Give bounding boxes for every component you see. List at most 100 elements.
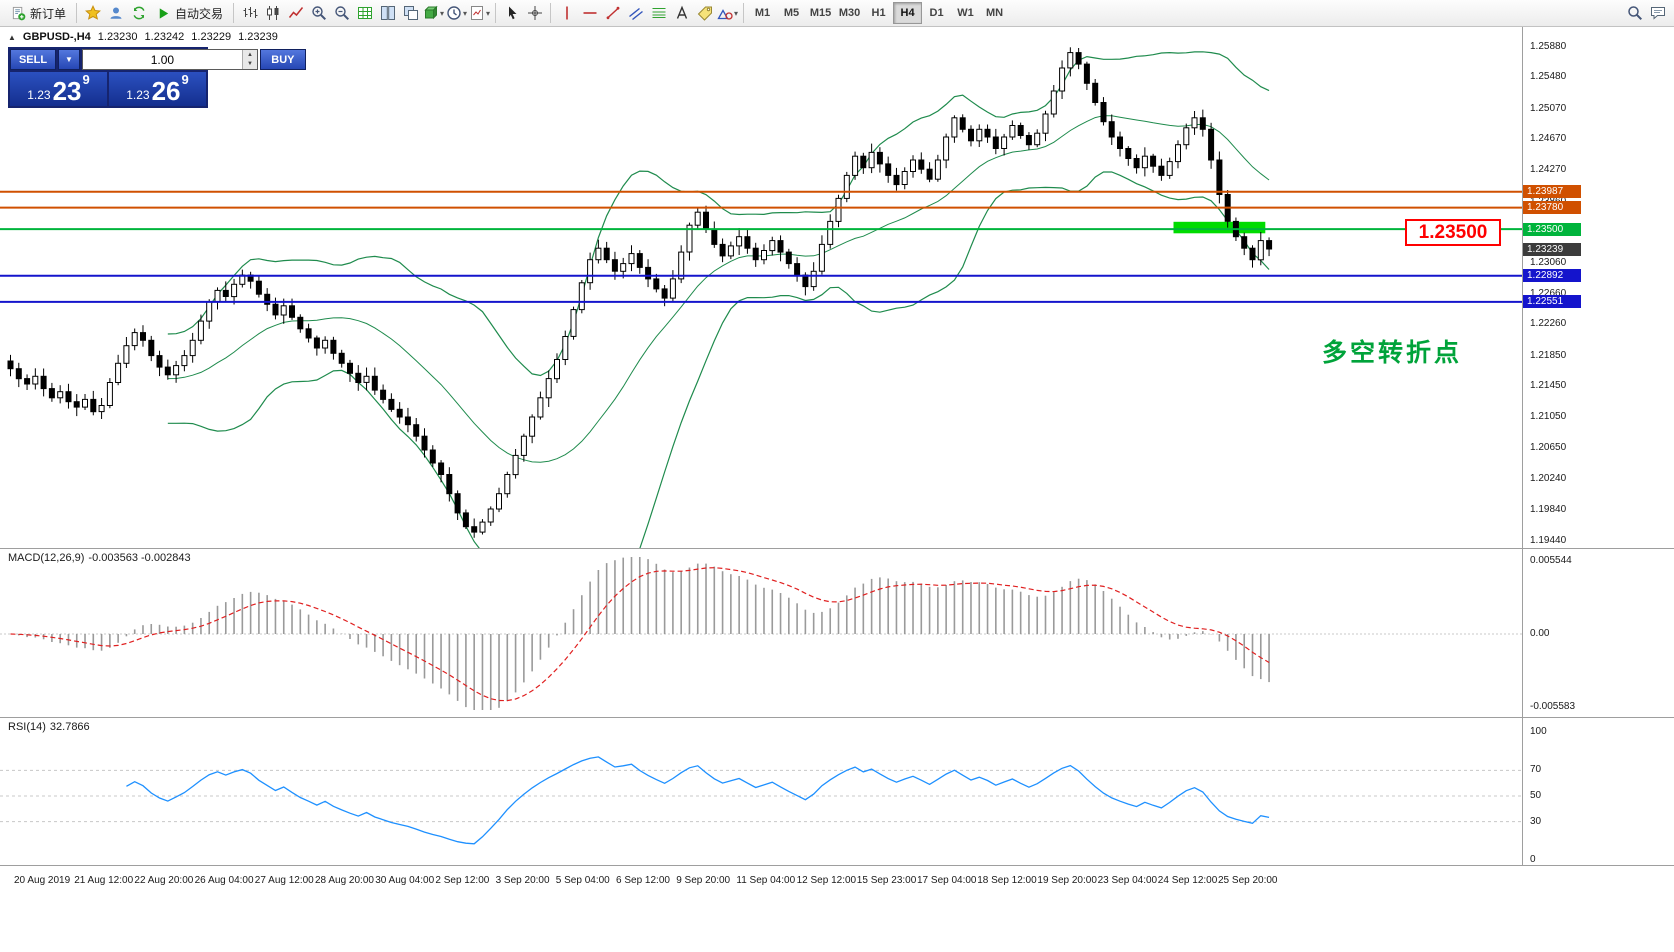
periods-button[interactable]: ▾ xyxy=(445,2,468,24)
fibonacci-button[interactable] xyxy=(647,2,670,24)
timeframe-w1[interactable]: W1 xyxy=(957,7,974,19)
rsi-scale-label: 70 xyxy=(1530,764,1542,776)
zoom-in-button[interactable] xyxy=(307,2,330,24)
volume-up-button[interactable]: ▲ xyxy=(242,50,257,60)
new-order-button[interactable]: 新订单 xyxy=(5,3,72,24)
volume-input[interactable] xyxy=(82,50,242,69)
timeframe-m1[interactable]: M1 xyxy=(754,7,771,19)
cascade-windows-button[interactable] xyxy=(399,2,422,24)
line-chart-button[interactable] xyxy=(284,2,307,24)
price-scale-label: 1.24270 xyxy=(1530,164,1567,175)
time-axis-label: 6 Sep 12:00 xyxy=(616,875,670,886)
timeframe-h1[interactable]: H1 xyxy=(871,7,886,19)
time-axis-label: 28 Aug 20:00 xyxy=(315,875,374,886)
rsi-scale[interactable]: 100 70 50 30 0 xyxy=(1522,718,1674,865)
text-button[interactable] xyxy=(670,2,693,24)
timeframe-mn[interactable]: MN xyxy=(985,7,1004,19)
cursor-button[interactable] xyxy=(500,2,523,24)
toolbar-separator xyxy=(495,3,497,23)
price-callout-box[interactable]: 1.23500 xyxy=(1405,219,1501,246)
volume-dropdown-button[interactable]: ▼ xyxy=(58,49,80,70)
autotrading-button[interactable]: 自动交易 xyxy=(150,3,229,24)
sell-price-button[interactable]: 1.23 23 9 xyxy=(10,72,107,106)
macd-header: MACD(12,26,9) -0.003563 -0.002843 xyxy=(8,552,191,564)
rsi-header: RSI(14) 32.7866 xyxy=(8,721,90,733)
label-icon xyxy=(697,6,712,21)
macd-values: -0.003563 -0.002843 xyxy=(88,552,191,564)
autotrading-button-label: 自动交易 xyxy=(175,6,224,21)
macd-scale[interactable]: 0.005544 0.00 -0.005583 xyxy=(1522,549,1674,717)
rsi-value: 32.7866 xyxy=(49,721,90,733)
profiles-button[interactable] xyxy=(104,2,127,24)
price-scale-label: 1.20240 xyxy=(1530,473,1567,485)
timeframe-h4[interactable]: H4 xyxy=(893,2,923,24)
price-tag-1.23239: 1.23239 xyxy=(1523,242,1581,256)
grid-button[interactable] xyxy=(353,2,376,24)
rsi-title: RSI(14) xyxy=(8,721,46,733)
one-click-trading-panel: SELL ▼ ▲ ▼ BUY 1.23239 1.232 xyxy=(8,47,306,108)
buy-price-button[interactable]: 1.23 26 9 xyxy=(109,72,206,106)
highlight-rectangle[interactable] xyxy=(1173,221,1266,234)
sell-button[interactable]: SELL xyxy=(10,49,56,70)
timeframe-m15[interactable]: M15 xyxy=(809,7,832,19)
volume-down-button[interactable]: ▼ xyxy=(242,59,257,69)
price-scale[interactable]: 1.25880 1.25480 1.25070 1.24670 1.24270 1.238… xyxy=(1522,27,1674,548)
vertical-line-button[interactable] xyxy=(555,2,578,24)
rsi-chart[interactable] xyxy=(0,718,1522,865)
candlestick-chart-button[interactable] xyxy=(261,2,284,24)
time-axis-label: 18 Sep 12:00 xyxy=(977,875,1037,886)
favorites-button[interactable] xyxy=(81,2,104,24)
refresh-button[interactable] xyxy=(127,2,150,24)
price-tag-1.23987: 1.23987 xyxy=(1523,185,1581,199)
timeframe-m30[interactable]: M30 xyxy=(838,7,861,19)
rsi-scale-label: 50 xyxy=(1530,790,1542,801)
annotation-text[interactable]: 多空转折点 xyxy=(1322,339,1463,367)
trendline-button[interactable] xyxy=(601,2,624,24)
shapes-button[interactable]: ▾ xyxy=(716,2,739,24)
quote-open: 1.23230 xyxy=(97,31,138,43)
indicators-button[interactable]: ▾ xyxy=(422,2,445,24)
label-button[interactable] xyxy=(693,2,716,24)
price-scale-label: 1.20650 xyxy=(1530,441,1567,453)
time-axis-label: 2 Sep 12:00 xyxy=(435,875,490,886)
main-chart-panel[interactable]: ▲ GBPUSD-,H4 1.23230 1.23242 1.23229 1.2… xyxy=(0,27,1674,548)
sell-price-small: 1.23 xyxy=(27,88,51,102)
tile-windows-icon xyxy=(380,6,395,20)
price-scale-label: 1.19440 xyxy=(1530,534,1567,546)
candlestick-chart-icon xyxy=(266,6,279,20)
rsi-scale-label: 100 xyxy=(1530,726,1547,737)
chat-button[interactable] xyxy=(1646,2,1669,24)
horizontal-line-button[interactable] xyxy=(578,2,601,24)
periods-icon xyxy=(447,6,461,20)
horizontal-line-icon xyxy=(583,12,597,14)
time-axis-label: 27 Aug 12:00 xyxy=(254,875,314,886)
time-axis-label: 21 Aug 12:00 xyxy=(74,875,134,886)
time-axis[interactable]: 20 Aug 2019 21 Aug 12:00 22 Aug 20:00 26 Au… xyxy=(0,865,1674,952)
time-axis-label: 20 Aug 2019 xyxy=(14,875,71,886)
bar-chart-button[interactable] xyxy=(238,2,261,24)
timeframe-d1[interactable]: D1 xyxy=(929,7,944,19)
tile-windows-button[interactable] xyxy=(376,2,399,24)
buy-button[interactable]: BUY xyxy=(259,49,306,70)
macd-scale-label: -0.005583 xyxy=(1530,701,1576,713)
vertical-line-icon xyxy=(565,6,568,20)
templates-button[interactable]: ▾ xyxy=(468,2,491,24)
channel-button[interactable] xyxy=(624,2,647,24)
dropdown-icon: ▼ xyxy=(65,55,73,64)
candlestick-chart[interactable] xyxy=(0,27,1522,548)
new-order-button-label: 新订单 xyxy=(30,6,67,21)
macd-chart[interactable] xyxy=(0,549,1522,717)
fibonacci-icon xyxy=(652,8,666,18)
zoom-out-button[interactable] xyxy=(330,2,353,24)
favorites-icon xyxy=(84,5,101,20)
crosshair-button[interactable] xyxy=(523,2,546,24)
search-button[interactable] xyxy=(1623,2,1646,24)
macd-panel[interactable]: MACD(12,26,9) -0.003563 -0.002843 0.00554… xyxy=(0,548,1674,717)
buy-price-sup: 9 xyxy=(181,72,189,87)
rsi-panel[interactable]: RSI(14) 32.7866 100 70 50 30 0 xyxy=(0,717,1674,865)
timeframe-m5[interactable]: M5 xyxy=(783,7,800,19)
macd-title: MACD(12,26,9) xyxy=(8,552,85,564)
price-scale-label: 1.19840 xyxy=(1530,503,1567,515)
macd-scale-label: 0.005544 xyxy=(1530,555,1572,567)
time-axis-label: 12 Sep 12:00 xyxy=(796,875,857,886)
